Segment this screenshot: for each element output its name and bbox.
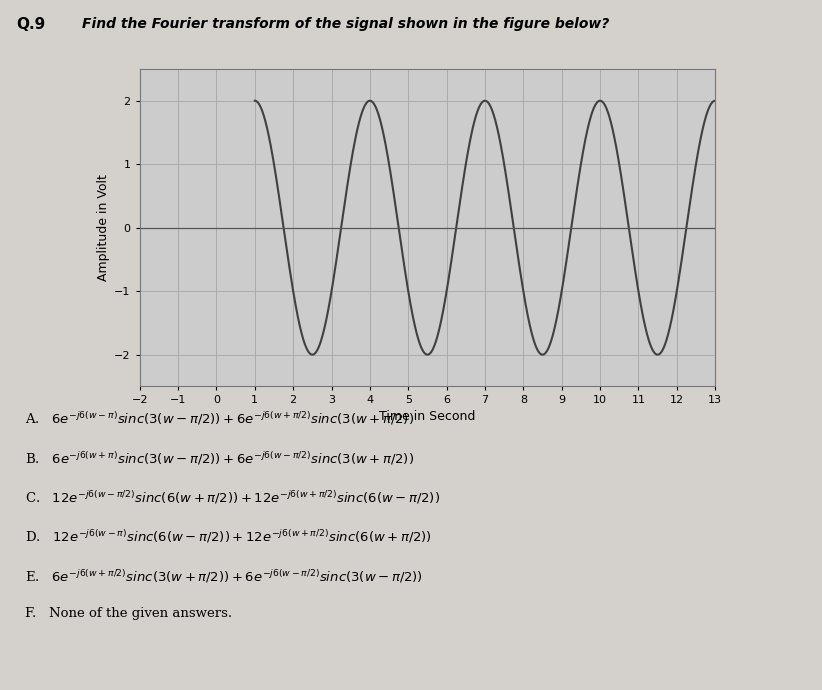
Text: Find the Fourier transform of the signal shown in the figure below?: Find the Fourier transform of the signal…	[82, 17, 609, 31]
Text: A.   $6e^{-j6(w-\pi)}sinc(3(w-\pi/2))+6e^{-j6(w+\pi/2)}sinc(3(w+\pi/2))$: A. $6e^{-j6(w-\pi)}sinc(3(w-\pi/2))+6e^{…	[25, 411, 413, 427]
Text: E.   $6e^{-j6(w+\pi/2)}sinc(3(w+\pi/2))+6e^{-j6(w-\pi/2)}sinc(3(w-\pi/2))$: E. $6e^{-j6(w+\pi/2)}sinc(3(w+\pi/2))+6e…	[25, 568, 423, 584]
Text: B.   $6e^{-j6(w+\pi)}sinc(3(w-\pi/2))+6e^{-j6(w-\pi/2)}sinc(3(w+\pi/2))$: B. $6e^{-j6(w+\pi)}sinc(3(w-\pi/2))+6e^{…	[25, 450, 413, 466]
Text: Q.9: Q.9	[16, 17, 46, 32]
Text: D.   $12e^{-j6(w-\pi)}sinc(6(w-\pi/2))+12e^{-j6(w+\pi/2)}sinc(6(w+\pi/2))$: D. $12e^{-j6(w-\pi)}sinc(6(w-\pi/2))+12e…	[25, 529, 432, 545]
Y-axis label: Amplitude in Volt: Amplitude in Volt	[97, 175, 110, 281]
Text: C.   $12e^{-j6(w-\pi/2)}sinc(6(w+\pi/2))+12e^{-j6(w+\pi/2)}sinc(6(w-\pi/2))$: C. $12e^{-j6(w-\pi/2)}sinc(6(w+\pi/2))+1…	[25, 489, 440, 506]
X-axis label: Time in Second: Time in Second	[379, 410, 476, 422]
Text: F.   None of the given answers.: F. None of the given answers.	[25, 607, 232, 620]
